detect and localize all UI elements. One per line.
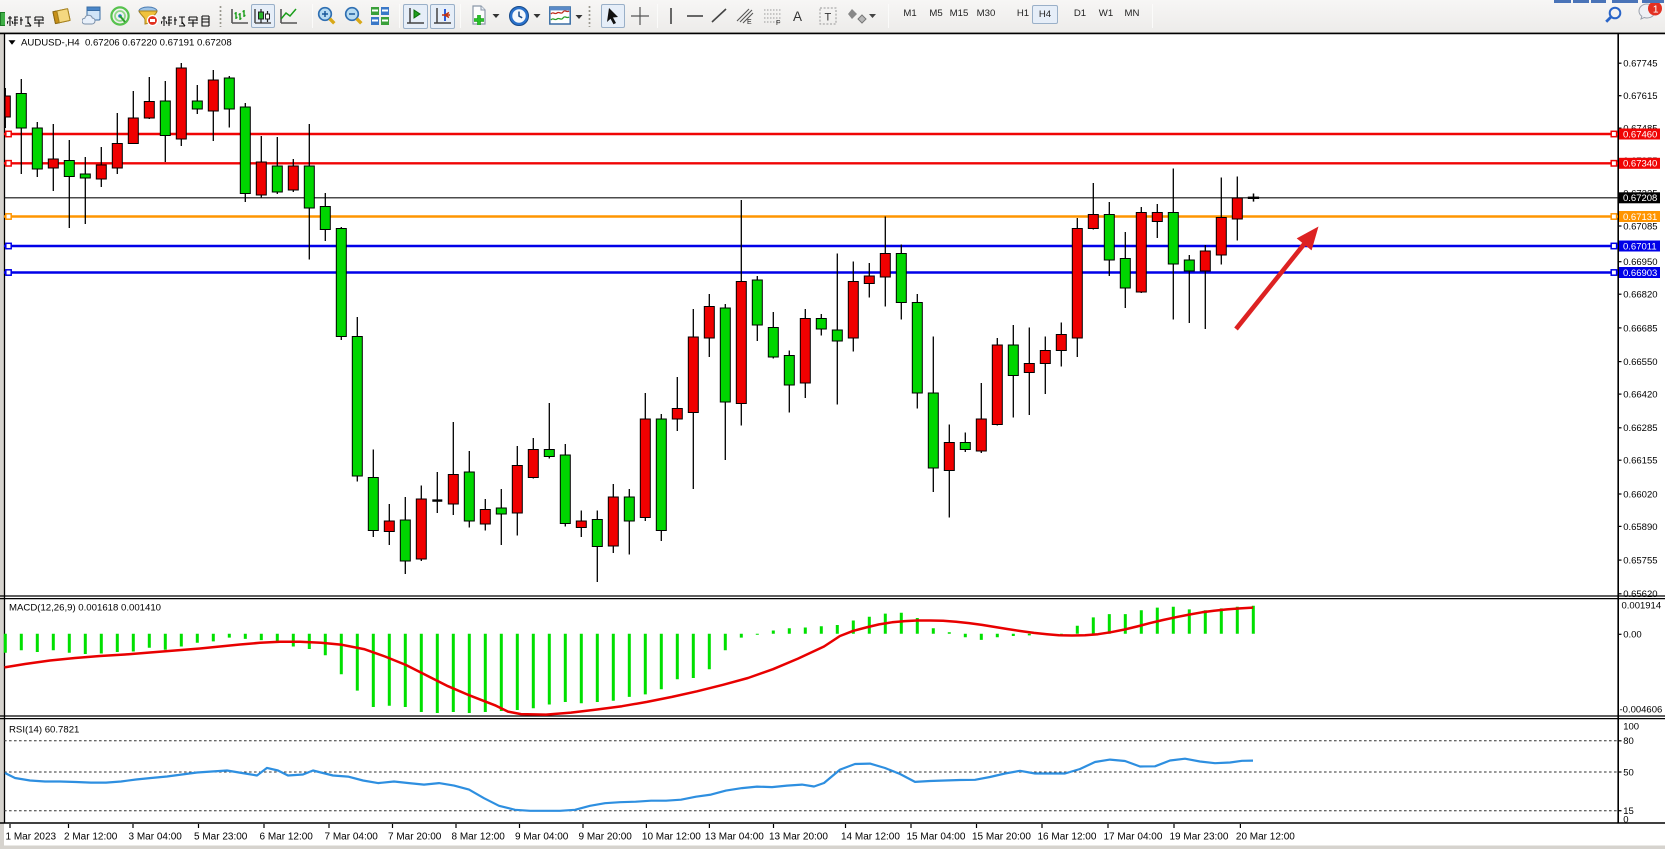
svg-text:0.65755: 0.65755 — [1623, 556, 1657, 567]
svg-text:0.65890: 0.65890 — [1623, 522, 1657, 533]
svg-text:15: 15 — [1623, 806, 1634, 817]
svg-text:7 Mar 20:00: 7 Mar 20:00 — [388, 832, 442, 843]
svg-text:0.67745: 0.67745 — [1623, 59, 1657, 70]
svg-text:0.67615: 0.67615 — [1623, 91, 1657, 102]
svg-text:8 Mar 12:00: 8 Mar 12:00 — [452, 832, 506, 843]
svg-text:0.00: 0.00 — [1623, 630, 1642, 641]
svg-text:15 Mar 20:00: 15 Mar 20:00 — [972, 832, 1031, 843]
svg-text:3 Mar 04:00: 3 Mar 04:00 — [129, 832, 183, 843]
svg-text:E: E — [747, 19, 752, 26]
svg-text:MACD(12,26,9) 0.001618 0.00141: MACD(12,26,9) 0.001618 0.001410 — [9, 603, 161, 614]
svg-text:13 Mar 20:00: 13 Mar 20:00 — [769, 832, 828, 843]
svg-text:1: 1 — [1653, 3, 1659, 15]
svg-text:RSI(14) 60.7821: RSI(14) 60.7821 — [9, 725, 79, 736]
svg-text:19 Mar 23:00: 19 Mar 23:00 — [1170, 832, 1229, 843]
svg-text:AUDUSD-,H4 0.67206 0.67220 0.: AUDUSD-,H4 0.67206 0.67220 0.67191 0.672… — [21, 37, 232, 48]
svg-text:1 Mar 2023: 1 Mar 2023 — [6, 832, 57, 843]
svg-text:16 Mar 12:00: 16 Mar 12:00 — [1038, 832, 1097, 843]
svg-text:T: T — [825, 12, 832, 24]
svg-text:10 Mar 12:00: 10 Mar 12:00 — [642, 832, 701, 843]
svg-text:20 Mar 12:00: 20 Mar 12:00 — [1236, 832, 1295, 843]
svg-text:50: 50 — [1623, 767, 1634, 778]
svg-text:7 Mar 04:00: 7 Mar 04:00 — [325, 832, 379, 843]
svg-text:17 Mar 04:00: 17 Mar 04:00 — [1104, 832, 1163, 843]
svg-text:0.001914: 0.001914 — [1622, 600, 1662, 611]
svg-text:0.66420: 0.66420 — [1623, 390, 1657, 401]
svg-text:0.66155: 0.66155 — [1623, 456, 1657, 467]
svg-text:0.66950: 0.66950 — [1623, 257, 1657, 268]
svg-text:9 Mar 04:00: 9 Mar 04:00 — [515, 832, 569, 843]
svg-text:0.66685: 0.66685 — [1623, 323, 1657, 334]
svg-text:F: F — [776, 20, 780, 26]
svg-text:100: 100 — [1623, 722, 1639, 733]
svg-text:9 Mar 20:00: 9 Mar 20:00 — [579, 832, 633, 843]
svg-text:80: 80 — [1623, 736, 1634, 747]
svg-text:0.66820: 0.66820 — [1623, 290, 1657, 301]
svg-text:0.67131: 0.67131 — [1623, 212, 1657, 223]
svg-text:2 Mar 12:00: 2 Mar 12:00 — [64, 832, 118, 843]
svg-text:0.66020: 0.66020 — [1623, 489, 1657, 500]
svg-text:0.66903: 0.66903 — [1623, 268, 1657, 279]
svg-text:0.66550: 0.66550 — [1623, 357, 1657, 368]
svg-text:0.67460: 0.67460 — [1623, 129, 1657, 140]
svg-text:15 Mar 04:00: 15 Mar 04:00 — [907, 832, 966, 843]
svg-text:-0.004606: -0.004606 — [1620, 705, 1663, 716]
svg-text:0.67340: 0.67340 — [1623, 159, 1657, 170]
svg-text:0: 0 — [1623, 814, 1628, 825]
svg-text:0.67208: 0.67208 — [1623, 193, 1657, 204]
svg-text:5 Mar 23:00: 5 Mar 23:00 — [194, 832, 248, 843]
svg-text:0.67085: 0.67085 — [1623, 221, 1657, 232]
svg-text:14 Mar 12:00: 14 Mar 12:00 — [841, 832, 900, 843]
svg-text:0.67011: 0.67011 — [1623, 241, 1657, 252]
svg-text:0.65620: 0.65620 — [1623, 589, 1657, 600]
svg-text:6 Mar 12:00: 6 Mar 12:00 — [260, 832, 314, 843]
svg-text:0.66285: 0.66285 — [1623, 423, 1657, 434]
svg-text:13 Mar 04:00: 13 Mar 04:00 — [705, 832, 764, 843]
